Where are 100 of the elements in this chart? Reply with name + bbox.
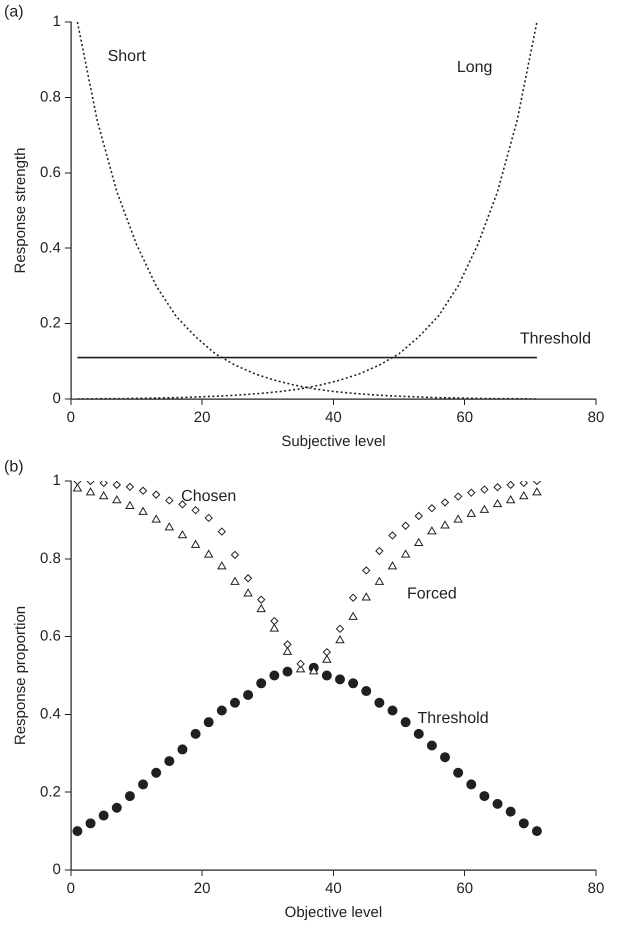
- point: [164, 756, 174, 766]
- point: [282, 666, 292, 677]
- y-tick-label: 0: [52, 390, 61, 408]
- point: [388, 531, 397, 540]
- point: [441, 498, 450, 506]
- point: [283, 647, 292, 655]
- point: [401, 550, 410, 558]
- point: [256, 604, 266, 612]
- point: [454, 492, 462, 501]
- point: [466, 779, 476, 790]
- point: [362, 566, 370, 574]
- x-axis-title: Objective level: [284, 904, 382, 922]
- point: [348, 612, 358, 620]
- point: [428, 504, 436, 512]
- point: [322, 654, 332, 663]
- point: [519, 492, 528, 500]
- point: [349, 594, 358, 602]
- point: [151, 768, 162, 778]
- y-tick-label: 0.8: [40, 550, 61, 567]
- x-tick-label: 20: [194, 409, 210, 426]
- point: [164, 522, 174, 530]
- point: [362, 592, 371, 600]
- y-tick-label: 0.4: [40, 706, 61, 723]
- y-tick-label: 0.8: [40, 88, 61, 106]
- point: [230, 698, 240, 708]
- point: [334, 674, 345, 684]
- series-label: Chosen: [181, 488, 236, 506]
- point: [204, 514, 213, 522]
- point: [453, 768, 464, 778]
- point: [243, 690, 254, 700]
- point: [414, 728, 424, 739]
- point: [283, 640, 292, 648]
- point: [336, 635, 344, 644]
- x-tick-label: 60: [456, 409, 474, 426]
- point: [178, 500, 186, 508]
- point: [138, 779, 148, 790]
- point: [112, 481, 121, 489]
- y-tick-label: 0.2: [40, 783, 61, 800]
- x-tick-label: 20: [194, 880, 210, 898]
- point: [218, 528, 226, 536]
- point: [126, 501, 134, 510]
- point: [493, 499, 502, 508]
- point: [112, 802, 122, 813]
- point: [165, 496, 174, 504]
- point: [204, 550, 214, 558]
- point: [270, 617, 278, 626]
- point: [400, 717, 411, 728]
- point: [269, 670, 280, 680]
- point: [374, 698, 384, 708]
- point: [388, 562, 397, 570]
- series-label: Short: [108, 48, 146, 65]
- series-label: Threshold: [520, 330, 592, 348]
- point: [191, 540, 200, 548]
- x-axis-title: Subjective level: [281, 433, 386, 450]
- point: [414, 538, 424, 546]
- series-label: Forced: [406, 585, 457, 602]
- point: [532, 826, 542, 836]
- text: (b): [4, 458, 24, 476]
- y-tick-label: 0.2: [40, 314, 61, 332]
- point: [492, 798, 503, 809]
- point: [139, 486, 148, 495]
- point: [98, 810, 109, 821]
- text: Long: [456, 59, 492, 76]
- point: [138, 507, 148, 515]
- point: [256, 678, 266, 688]
- point: [322, 670, 332, 680]
- point: [361, 686, 372, 696]
- point: [402, 522, 410, 530]
- point: [257, 596, 266, 604]
- point: [126, 482, 134, 491]
- y-axis-title: Response strength: [12, 148, 30, 274]
- point: [440, 520, 450, 528]
- point: [152, 514, 161, 523]
- point: [86, 488, 95, 496]
- point: [244, 588, 252, 597]
- point: [336, 624, 344, 633]
- series-label: Threshold: [417, 710, 489, 727]
- point: [479, 791, 490, 802]
- point: [348, 678, 358, 688]
- point: [494, 483, 502, 492]
- point: [177, 744, 188, 754]
- x-tick-label: 80: [588, 409, 604, 426]
- x-tick-label: 0: [66, 409, 76, 426]
- point: [270, 624, 279, 632]
- point: [427, 526, 436, 534]
- point: [374, 577, 384, 585]
- point: [178, 530, 187, 538]
- point: [73, 484, 82, 492]
- point: [506, 806, 516, 817]
- point: [217, 562, 226, 570]
- point: [216, 706, 227, 716]
- point: [124, 791, 135, 802]
- point: [506, 495, 516, 504]
- x-tick-label: 0: [66, 880, 76, 898]
- point: [99, 492, 108, 500]
- point: [296, 660, 305, 668]
- point: [480, 486, 488, 494]
- point: [322, 648, 331, 656]
- x-tick-label: 80: [588, 880, 604, 898]
- point: [244, 574, 252, 582]
